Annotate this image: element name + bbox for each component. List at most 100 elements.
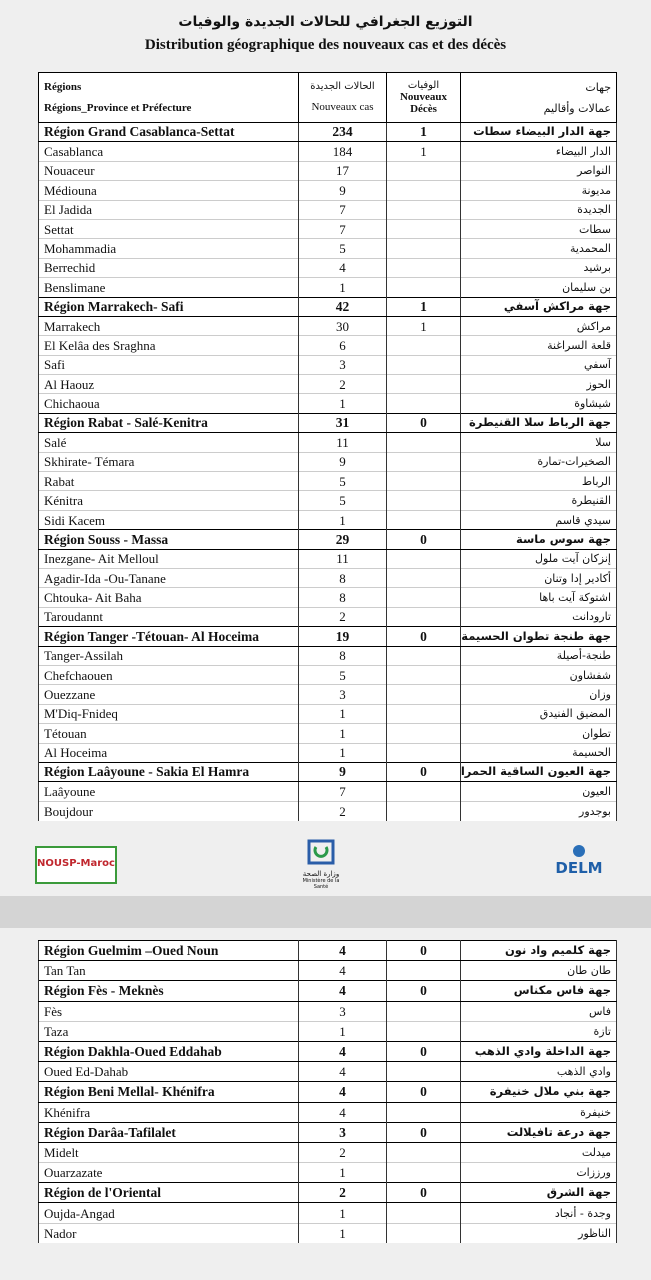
cases-cell: 1	[298, 509, 387, 530]
row: Tan Tan 4 طان طان	[38, 960, 617, 981]
cases-cell: 30	[298, 315, 387, 336]
header-text: Nouveaux Décès	[399, 90, 448, 115]
deaths-cell: 0	[386, 761, 461, 783]
name-cell: Al Hoceima	[38, 742, 299, 763]
deaths-cell	[386, 1101, 461, 1123]
region-row: Région Marrakech- Safi 42 1 جهة مراكش آسفي	[38, 296, 617, 317]
deaths-cell	[386, 509, 461, 530]
name-cell: Chefchaouen	[38, 664, 299, 685]
deaths-cell	[386, 490, 461, 511]
region-row: Région Darâa-Tafilalet 3 0 جهة درعة تافيلال…	[38, 1121, 617, 1143]
logo-delm: DELM	[546, 842, 612, 884]
name-ar-cell: المضيق الفنيدق	[460, 703, 617, 724]
name-ar-cell: جهة الدار البيضاء سطات	[460, 121, 617, 143]
deaths-cell: 0	[386, 1040, 461, 1063]
cases-cell: 4	[298, 1040, 387, 1063]
header-text: الوفيات	[407, 79, 440, 91]
name-cell: Midelt	[38, 1141, 299, 1163]
deaths-cell: 0	[386, 1182, 461, 1204]
name-ar-cell: جهة درعة تافيلالت	[460, 1121, 617, 1143]
row: Safi 3 آسفي	[38, 354, 617, 375]
name-ar-cell: بوجدور	[460, 800, 617, 821]
row: Marrakech 30 1 مراكش	[38, 315, 617, 336]
cases-cell: 9	[298, 451, 387, 472]
row: Skhirate- Témara 9 الصخيرات-تمارة	[38, 451, 617, 472]
row: Fès 3 فاس	[38, 1000, 617, 1022]
name-ar-cell: وزان	[460, 684, 617, 705]
deaths-cell	[386, 703, 461, 724]
name-ar-cell: الجديدة	[460, 199, 617, 220]
name-ar-cell: جهة فاس مكناس	[460, 980, 617, 1002]
name-cell: Ouarzazate	[38, 1162, 299, 1183]
name-cell: Salé	[38, 432, 299, 453]
logo-text: وزارة الصحة	[302, 870, 340, 878]
cases-cell: 1	[298, 723, 387, 743]
cases-cell: 4	[298, 939, 387, 962]
deaths-cell	[386, 567, 461, 588]
name-cell: Boujdour	[38, 800, 299, 821]
name-cell: Région Tanger -Tétouan- Al Hoceima	[38, 626, 299, 647]
deaths-cell: 1	[386, 121, 461, 143]
cases-cell: 1	[298, 277, 387, 298]
name-cell: Région Rabat - Salé-Kenitra	[38, 412, 299, 434]
deaths-cell	[386, 335, 461, 356]
cases-cell: 9	[298, 180, 387, 201]
name-cell: Kénitra	[38, 490, 299, 511]
deaths-cell	[386, 393, 461, 414]
name-cell: Région Guelmim –Oued Noun	[38, 939, 299, 962]
region-row: Région Dakhla-Oued Eddahab 4 0 جهة الداخلة …	[38, 1040, 617, 1063]
row: Mohammadia 5 المحمدية	[38, 238, 617, 259]
row: Al Hoceima 1 الحسيمة	[38, 742, 617, 763]
cases-cell: 3	[298, 354, 387, 375]
logo-text: DELM	[555, 859, 603, 877]
cases-cell: 3	[298, 684, 387, 705]
name-cell: Région Beni Mellal- Khénifra	[38, 1081, 299, 1103]
logo-text: NOUSP-Maroc	[37, 858, 115, 869]
name-ar-cell: جهة كلميم واد نون	[460, 939, 617, 962]
name-cell: Khénifra	[38, 1101, 299, 1123]
deaths-cell	[386, 1141, 461, 1163]
name-cell: Taza	[38, 1020, 299, 1042]
row: Khénifra 4 خنيفرة	[38, 1101, 617, 1123]
cases-cell: 19	[298, 626, 387, 647]
cases-cell: 184	[298, 141, 387, 162]
name-ar-cell: الرباط	[460, 471, 617, 491]
region-row: Région Laâyoune - Sakia El Hamra 9 0 جهة ال…	[38, 761, 617, 783]
name-ar-cell: مراكش	[460, 315, 617, 336]
name-cell: Région Fès - Meknès	[38, 980, 299, 1002]
name-ar-cell: الحوز	[460, 374, 617, 394]
row: Oued Ed-Dahab 4 وادي الذهب	[38, 1061, 617, 1082]
name-ar-cell: الصخيرات-تمارة	[460, 451, 617, 472]
deaths-cell	[386, 800, 461, 821]
name-cell: Région Grand Casablanca-Settat	[38, 121, 299, 143]
name-ar-cell: خنيفرة	[460, 1101, 617, 1123]
name-cell: Nouaceur	[38, 160, 299, 181]
name-ar-cell: آسفي	[460, 354, 617, 375]
cases-cell: 5	[298, 490, 387, 511]
row: Kénitra 5 القنيطرة	[38, 490, 617, 511]
deaths-cell: 1	[386, 296, 461, 317]
deaths-cell	[386, 1020, 461, 1042]
name-ar-cell: جهة طنجة تطوان الحسيمة	[460, 626, 617, 647]
cases-cell: 11	[298, 548, 387, 569]
row: Rabat 5 الرباط	[38, 471, 617, 491]
name-ar-cell: مديونة	[460, 180, 617, 201]
name-ar-cell: تارودانت	[460, 606, 617, 627]
deaths-cell	[386, 277, 461, 298]
header-text: عمالات وأقاليم	[543, 101, 611, 115]
cases-cell: 1	[298, 393, 387, 414]
row: Chefchaouen 5 شفشاون	[38, 664, 617, 685]
header-cell: جهات عمالات وأقاليم	[460, 72, 617, 123]
row: Chichaoua 1 شيشاوة	[38, 393, 617, 414]
region-row: Région Guelmim –Oued Noun 4 0 جهة كلميم واد…	[38, 939, 617, 962]
cases-cell: 2	[298, 606, 387, 627]
row: Casablanca 184 1 الدار البيضاء	[38, 141, 617, 162]
name-cell: Fès	[38, 1000, 299, 1022]
title-fr: Distribution géographique des nouveaux c…	[144, 37, 507, 53]
region-row: Région Rabat - Salé-Kenitra 31 0 جهة الرباط…	[38, 412, 617, 434]
name-ar-cell: قلعة السراغنة	[460, 335, 617, 356]
deaths-cell	[386, 1202, 461, 1224]
deaths-cell	[386, 606, 461, 627]
name-ar-cell: فاس	[460, 1000, 617, 1022]
row: Ouezzane 3 وزان	[38, 684, 617, 705]
